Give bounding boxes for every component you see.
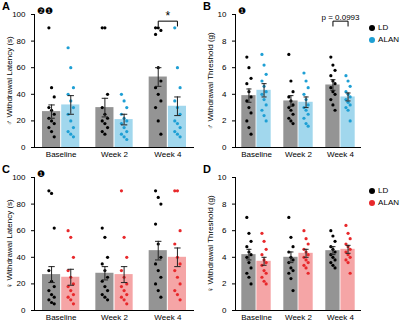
html-text:B: B [203,0,211,12]
svg-text:60: 60 [17,63,26,72]
svg-text:6: 6 [222,63,227,72]
svg-text:❶: ❶ [238,6,246,16]
svg-text:Baseline: Baseline [241,150,272,159]
svg-text:4: 4 [222,90,227,99]
svg-text:Baseline: Baseline [46,313,77,322]
html-text:ALAN: ALAN [378,35,399,44]
svg-text:Baseline: Baseline [46,150,77,159]
svg-text:100: 100 [12,173,26,182]
svg-text:Week 2: Week 2 [285,313,313,322]
svg-text:Week 2: Week 2 [101,313,129,322]
html-text:ALAN: ALAN [378,198,399,207]
svg-text:0: 0 [21,306,26,315]
svg-text:4: 4 [222,253,227,262]
svg-text:80: 80 [17,37,26,46]
svg-text:*: * [165,9,170,23]
svg-text:p = 0.0993: p = 0.0993 [321,13,360,22]
html-text:D: D [203,163,211,175]
html-text:C: C [2,163,10,175]
svg-text:♂ Withdrawal Latency (s): ♂ Withdrawal Latency (s) [5,36,14,126]
svg-text:Baseline: Baseline [241,313,272,322]
html-text:LD: LD [378,23,389,32]
svg-text:❷❶: ❷❶ [37,6,53,16]
svg-text:100: 100 [12,10,26,19]
svg-text:10: 10 [218,10,227,19]
html-text:A: A [2,0,10,12]
svg-text:0: 0 [222,306,227,315]
svg-text:8: 8 [222,200,227,209]
svg-text:Week 2: Week 2 [285,150,313,159]
svg-text:Week 4: Week 4 [327,150,355,159]
svg-text:0: 0 [21,143,26,152]
svg-text:10: 10 [218,173,227,182]
svg-text:20: 20 [17,116,26,125]
html-text:LD: LD [378,186,389,195]
svg-text:40: 40 [17,253,26,262]
svg-text:♀ Withdrawal Threshold (g): ♀ Withdrawal Threshold (g) [206,195,215,293]
svg-text:Week 2: Week 2 [101,150,129,159]
svg-text:♀ Withdrawal Latency (s): ♀ Withdrawal Latency (s) [5,199,14,289]
svg-text:2: 2 [222,116,227,125]
svg-text:60: 60 [17,226,26,235]
svg-text:40: 40 [17,90,26,99]
svg-text:2: 2 [222,279,227,288]
svg-text:♂ Withdrawal Threshold (g): ♂ Withdrawal Threshold (g) [206,32,215,130]
svg-text:8: 8 [222,37,227,46]
svg-text:Week 4: Week 4 [327,313,355,322]
svg-text:80: 80 [17,200,26,209]
svg-text:6: 6 [222,226,227,235]
svg-text:Week 4: Week 4 [154,313,182,322]
svg-text:0: 0 [222,143,227,152]
svg-text:❶: ❶ [37,169,45,179]
svg-text:Week 4: Week 4 [154,150,182,159]
svg-text:20: 20 [17,279,26,288]
